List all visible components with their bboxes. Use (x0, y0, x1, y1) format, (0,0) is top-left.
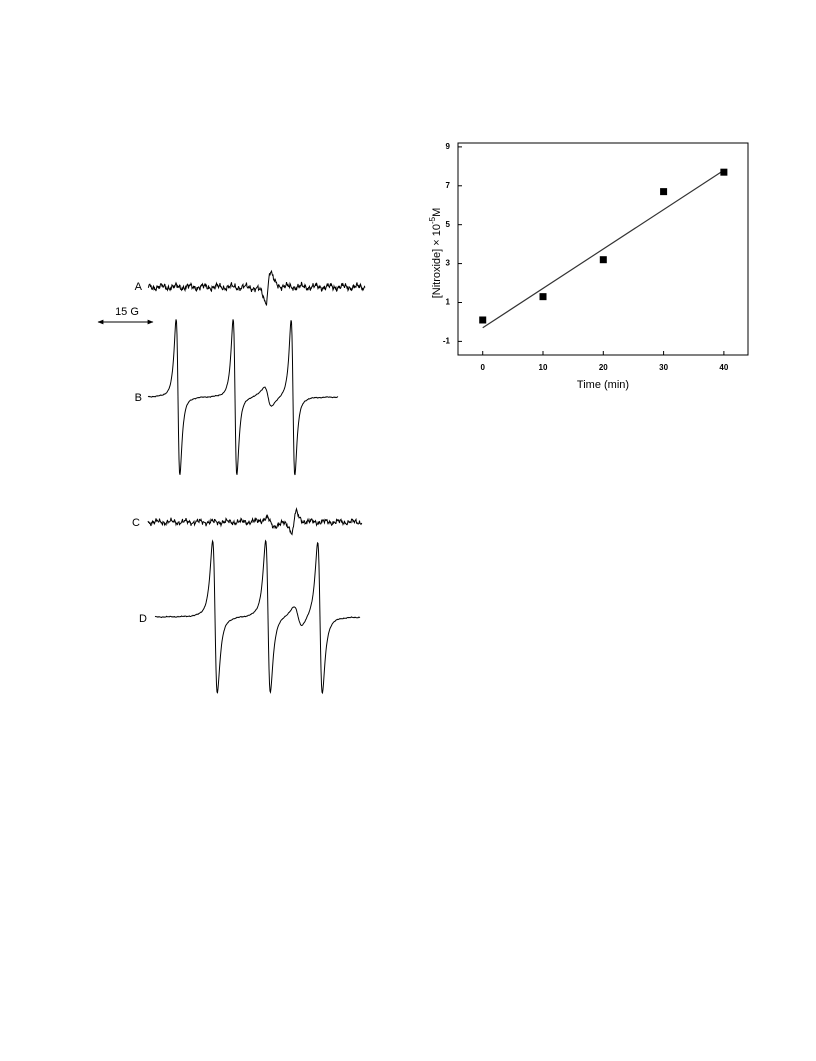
data-point (599, 256, 607, 264)
y-tick-label: 9 (446, 142, 451, 151)
data-point (539, 293, 547, 301)
x-tick-label: 30 (659, 363, 668, 372)
spectrum-trace (147, 269, 366, 306)
x-tick-label: 0 (480, 363, 485, 372)
plot: -1 1 3 5 7 9 0 10 20 30 40 (443, 142, 729, 372)
x-axis-label: Time (min) (577, 379, 629, 391)
data-point (720, 168, 728, 176)
y-tick-label: 5 (446, 220, 451, 229)
spectrum-label: A (135, 281, 143, 293)
spectrum-label: D (139, 613, 147, 625)
spectra (147, 269, 366, 695)
y-tick-label: 3 (446, 259, 451, 268)
scale-label: 15 G (115, 306, 139, 318)
y-axis-label: [Nitroxide] × 10-5M (428, 208, 443, 299)
data-point (660, 188, 668, 196)
x-tick-label: 20 (599, 363, 608, 372)
x-tick-label: 10 (539, 363, 548, 372)
spectrum-trace (154, 539, 361, 695)
data-point (479, 316, 487, 324)
y-tick-label: 1 (446, 298, 451, 307)
fit-line (482, 169, 725, 329)
spectrum-label: B (135, 392, 142, 404)
spectrum-trace (147, 507, 363, 536)
y-tick-label: 7 (446, 181, 451, 190)
spectrum-label: C (132, 517, 140, 529)
spectrum-trace (147, 319, 339, 476)
x-tick-label: 40 (719, 363, 728, 372)
y-tick-label: -1 (443, 336, 451, 345)
